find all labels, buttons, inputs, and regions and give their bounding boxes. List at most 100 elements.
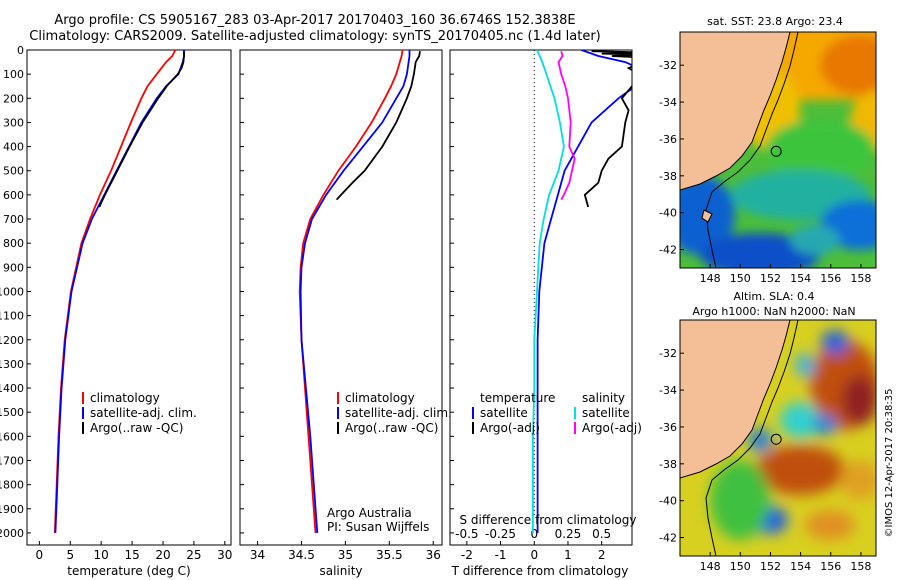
x-tick-label: -2 (461, 548, 473, 562)
s-tick-label: -0.5 (455, 527, 478, 541)
lon-tick-label: 158 (850, 272, 871, 285)
lat-tick-label: -32 (659, 347, 677, 360)
temperature-panel: 0100200300400500600700800900100011001200… (0, 44, 232, 578)
depth-tick-label: 1000 (0, 285, 24, 298)
legend-label-climatology: climatology (90, 391, 160, 405)
lon-tick-label: 158 (850, 560, 871, 573)
depth-tick-label: 1300 (0, 358, 24, 371)
lon-tick-label: 156 (820, 272, 841, 285)
sst-land (680, 32, 791, 191)
sst-map-ticks: 148 150 152 154 156 158 -32 -34 -36 -38 -40 -42 (659, 59, 871, 285)
sla-map-frame (679, 319, 877, 557)
depth-tick-label: 2000 (0, 527, 24, 540)
series-s-argo-adj- (557, 50, 576, 201)
depth-tick-label: 1700 (0, 454, 24, 467)
legend-label-t-argo: Argo(-adj) (480, 421, 540, 435)
lon-tick-label: 148 (700, 272, 721, 285)
temperature-series (53, 49, 185, 533)
x-tick-label: 34 (250, 548, 265, 562)
s-difference-axis-ticks: -0.5 -0.25 0 0.25 0.5 (455, 527, 611, 541)
sla-map-title-line1: Altim. SLA: 0.4 (733, 290, 814, 303)
sla-field (680, 320, 876, 556)
sla-green-west (710, 460, 770, 540)
depth-tick-label: 900 (3, 261, 24, 274)
series-t-argo-adj- (583, 50, 632, 208)
sla-high-southeast (840, 460, 876, 500)
series-argo-raw-qc- (98, 51, 185, 208)
lon-tick-label: 152 (760, 560, 781, 573)
x-tick-label: -1 (495, 548, 507, 562)
legend-label-s-satellite: satellite (582, 406, 630, 420)
t-difference-label: T difference from climatology (451, 564, 629, 578)
legend-label-climatology: climatology (345, 391, 415, 405)
depth-tick-label: 500 (3, 165, 24, 178)
lon-tick-label: 150 (730, 560, 751, 573)
sla-low-west (780, 402, 820, 438)
lon-tick-label: 148 (700, 560, 721, 573)
legend-label-argo: Argo(..raw -QC) (345, 421, 438, 435)
sst-hot-core (820, 35, 876, 95)
sst-field (680, 32, 876, 268)
depth-tick-label: 1500 (0, 406, 24, 419)
lon-tick-label: 156 (820, 560, 841, 573)
argo-float-marker (770, 433, 782, 445)
depth-tick-label: 700 (3, 213, 24, 226)
x-tick-label: 35.5 (376, 548, 403, 562)
x-tick-label: 5 (66, 548, 74, 562)
s-difference-label: S difference from climatology (460, 513, 637, 527)
sla-low-north (821, 330, 849, 354)
series-satellite-adj-clim- (299, 50, 411, 533)
x-tick-label: 35 (338, 548, 353, 562)
series-climatology (298, 49, 404, 533)
depth-tick-label: 200 (3, 92, 24, 105)
lon-tick-label: 152 (760, 272, 781, 285)
temperature-axis-ticks: 0 5 10 15 20 25 30 (36, 541, 232, 562)
series-argo-raw-qc- (335, 51, 421, 201)
sla-high-east (842, 375, 876, 425)
header-line2: Climatology: CARS2009. Satellite-adjuste… (29, 29, 601, 44)
x-tick-label: 36 (426, 548, 441, 562)
lat-tick-label: -38 (659, 170, 677, 183)
sst-tasmania-tip (701, 209, 713, 223)
lon-tick-label: 150 (730, 272, 751, 285)
lat-tick-label: -36 (659, 421, 677, 434)
depth-tick-label: 600 (3, 189, 24, 202)
legend-title-salinity: salinity (582, 391, 625, 405)
depth-tick-label: 0 (17, 44, 24, 57)
salinity-legend: climatology satellite-adj. clim. Argo(..… (337, 391, 452, 435)
depth-tick-label: 400 (3, 141, 24, 154)
legend-title-temperature: temperature (480, 391, 555, 405)
x-tick-label: 25 (186, 548, 201, 562)
series-satellite-adj-clim- (54, 50, 185, 533)
sst-map-frame (679, 31, 877, 269)
salinity-axis-ticks: 34 34.5 35 35.5 36 (240, 49, 441, 562)
lat-tick-label: -38 (659, 458, 677, 471)
sla-map-panel: Altim. SLA: 0.4 Argo h1000: NaN h2000: N… (659, 290, 877, 573)
sst-teal-south (790, 225, 840, 255)
lat-tick-label: -32 (659, 59, 677, 72)
x-tick-label: 15 (124, 548, 139, 562)
x-tick-label: 10 (94, 548, 109, 562)
s-tick-label: 0.5 (592, 527, 611, 541)
legend-label-s-argo: Argo(-adj) (582, 421, 642, 435)
s-tick-label: 0.25 (555, 527, 582, 541)
lon-tick-label: 154 (790, 272, 811, 285)
sla-color-patches (710, 330, 876, 540)
series-t-satellite (536, 50, 632, 533)
credit-text: ©IMOS 12-Apr-2017 20:38:35 (884, 389, 895, 538)
lat-tick-label: -40 (659, 495, 677, 508)
x-tick-label: 0 (36, 548, 44, 562)
temperature-axes-frame (26, 49, 232, 546)
depth-tick-label: 1900 (0, 503, 24, 516)
sla-low-nw (795, 353, 815, 377)
lat-tick-label: -36 (659, 133, 677, 146)
x-tick-label: 2 (598, 548, 606, 562)
series-climatology (53, 49, 177, 533)
legend-label-argo: Argo(..raw -QC) (90, 421, 183, 435)
difference-legend: temperature satellite Argo(-adj) salinit… (472, 391, 642, 435)
sst-green-center (765, 120, 875, 180)
lon-tick-label: 154 (790, 560, 811, 573)
salinity-panel: 34 34.5 35 35.5 36 salinity climatology sate… (239, 49, 452, 578)
depth-tick-label: 1100 (0, 310, 24, 323)
salinity-xlabel: salinity (319, 564, 362, 578)
